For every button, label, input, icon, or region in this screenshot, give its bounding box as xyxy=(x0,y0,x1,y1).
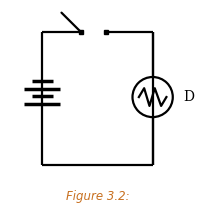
Text: Figure 3.2:: Figure 3.2: xyxy=(66,190,129,203)
Text: D: D xyxy=(183,90,194,104)
